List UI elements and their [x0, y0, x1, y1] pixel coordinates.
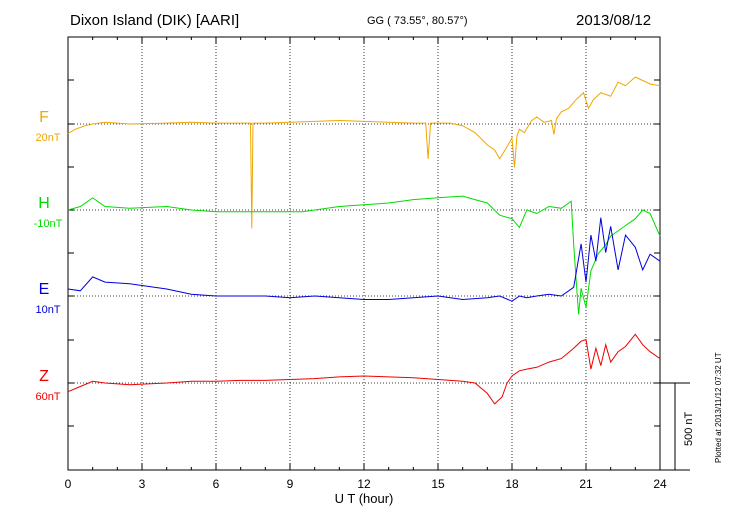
- trace-h: [67, 195, 661, 315]
- component-label-e: E: [39, 281, 50, 298]
- component-label-z: Z: [39, 368, 49, 385]
- trace-f: [67, 76, 661, 229]
- trace-e: [67, 217, 661, 302]
- component-offset-z: 60nT: [35, 391, 60, 403]
- trace-z: [67, 333, 661, 405]
- x-tick-label: 18: [505, 477, 519, 491]
- x-tick-label: 9: [287, 477, 294, 491]
- x-tick-label: 12: [357, 477, 371, 491]
- x-tick-label: 6: [213, 477, 220, 491]
- chart-title: Dixon Island (DIK) [AARI]: [70, 12, 240, 29]
- component-offset-e: 10nT: [35, 304, 60, 316]
- x-tick-label: 0: [65, 477, 72, 491]
- component-offset-h: -10nT: [34, 218, 63, 230]
- geographic-coordinates: GG ( 73.55°, 80.57°): [367, 15, 468, 27]
- chart-date: 2013/08/12: [576, 12, 652, 29]
- component-label-h: H: [38, 195, 50, 212]
- component-offset-f: 20nT: [35, 132, 60, 144]
- scale-bar-label: 500 nT: [683, 411, 695, 446]
- x-tick-label: 24: [653, 477, 667, 491]
- x-tick-label: 21: [579, 477, 593, 491]
- x-axis-label: U T (hour): [335, 491, 394, 506]
- x-tick-label: 15: [431, 477, 445, 491]
- component-label-f: F: [39, 109, 49, 126]
- x-tick-label: 3: [139, 477, 146, 491]
